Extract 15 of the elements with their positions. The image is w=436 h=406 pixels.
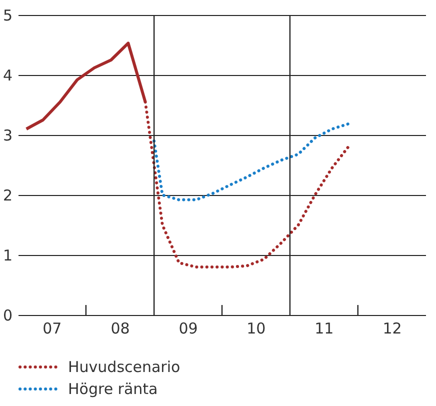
line-series [152, 122, 351, 202]
y-tick-label: 5 [2, 6, 12, 24]
y-tick-label: 1 [2, 246, 12, 264]
legend-label: Högre ränta [68, 380, 158, 398]
y-tick-label: 0 [2, 306, 12, 324]
x-tick-label: 08 [110, 320, 130, 338]
y-tick-label: 3 [2, 126, 12, 144]
x-tick-label: 07 [42, 320, 62, 338]
y-tick-label: 4 [2, 66, 12, 84]
x-tick-label: 10 [246, 320, 266, 338]
x-tick-label: 11 [314, 320, 334, 338]
x-tick-label: 12 [382, 320, 402, 338]
y-tick-label: 2 [2, 186, 12, 204]
legend-label: Huvudscenario [68, 358, 180, 376]
x-tick-label: 09 [178, 320, 198, 338]
